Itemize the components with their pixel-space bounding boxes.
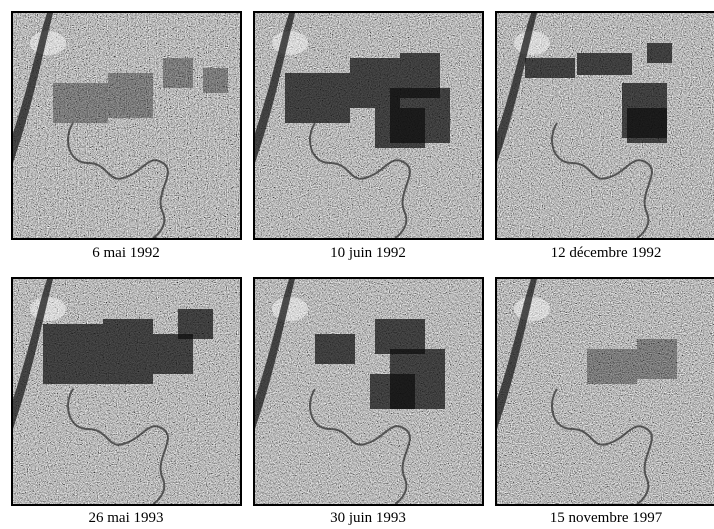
sar-image-3 — [495, 11, 714, 240]
sar-image-6 — [495, 277, 714, 506]
sar-image-4 — [11, 277, 242, 506]
caption-4: 26 mai 1993 — [88, 510, 164, 526]
sar-image-1 — [11, 11, 242, 240]
sar-image-2 — [253, 11, 484, 240]
caption-2: 10 juin 1992 — [330, 245, 406, 261]
caption-3: 12 décembre 1992 — [550, 245, 662, 261]
caption-5: 30 juin 1993 — [330, 510, 406, 526]
caption-1: 6 mai 1992 — [92, 245, 160, 261]
sar-image-5 — [253, 277, 484, 506]
caption-6: 15 novembre 1997 — [549, 510, 663, 526]
